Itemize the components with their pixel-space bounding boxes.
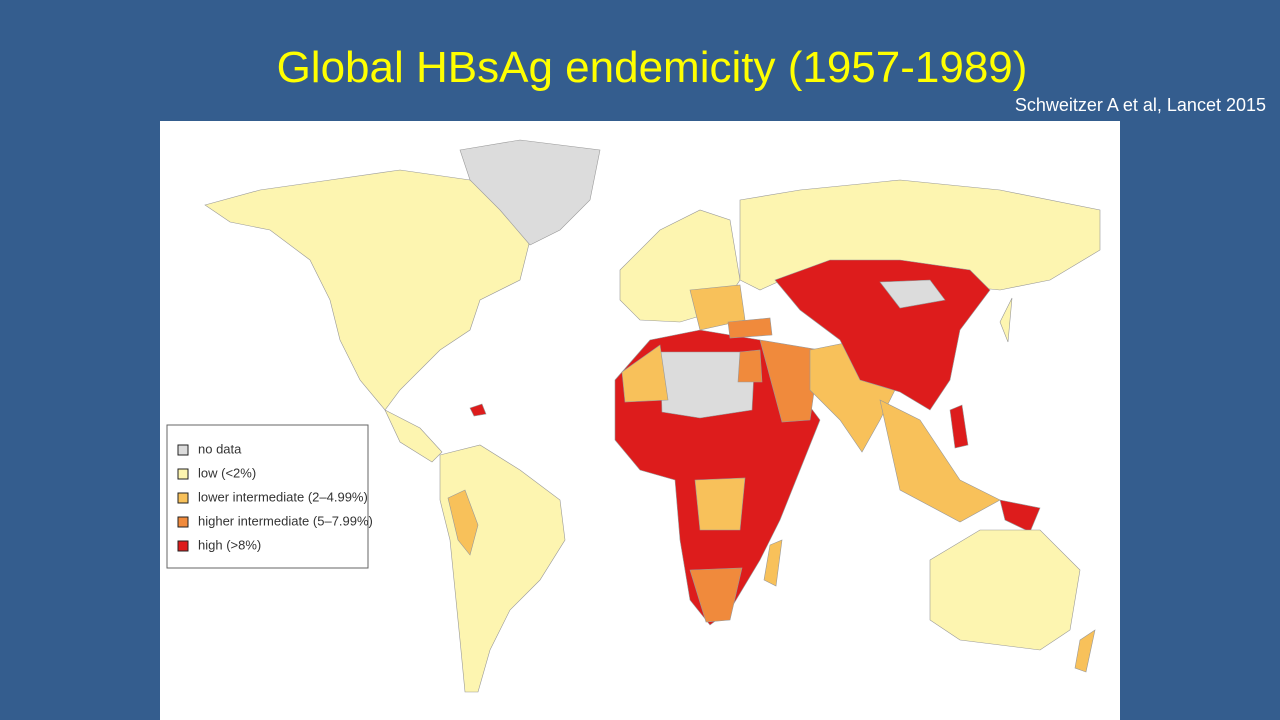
middle-east	[759, 339, 821, 423]
slide-title: Global HBsAg endemicity (1957-1989)	[277, 43, 1028, 92]
legend-swatch	[177, 516, 189, 528]
legend-label: lower intermediate (2–4.99%)	[198, 489, 368, 504]
legend-swatch	[177, 492, 189, 504]
north-africa	[659, 351, 756, 419]
greenland	[459, 139, 601, 246]
southern-africa	[689, 567, 743, 623]
mongolia	[879, 279, 946, 309]
australia	[929, 529, 1081, 651]
peru	[447, 489, 479, 556]
caribbean	[469, 403, 487, 417]
legend: no data low (<2%) lower intermediate (2–4.…	[177, 441, 373, 552]
eastern-europe	[689, 284, 746, 331]
central-africa	[694, 477, 746, 531]
source-citation: Schweitzer A et al, Lancet 2015	[1015, 95, 1266, 115]
legend-label: low (<2%)	[198, 465, 256, 480]
central-america	[384, 409, 443, 463]
philippines	[949, 404, 969, 449]
egypt	[737, 349, 763, 383]
legend-label: no data	[198, 441, 242, 456]
world-map	[204, 139, 1101, 693]
japan	[999, 297, 1013, 343]
turkey	[727, 317, 773, 339]
legend-box	[166, 424, 369, 569]
north-america	[204, 169, 531, 411]
algeria	[621, 344, 669, 403]
legend-swatch	[177, 444, 189, 456]
legend-swatch	[177, 468, 189, 480]
legend-label: higher intermediate (5–7.99%)	[198, 513, 373, 528]
new-zealand	[1074, 629, 1096, 673]
madagascar	[763, 539, 783, 587]
legend-swatch	[177, 540, 189, 552]
legend-label: high (>8%)	[198, 537, 261, 552]
